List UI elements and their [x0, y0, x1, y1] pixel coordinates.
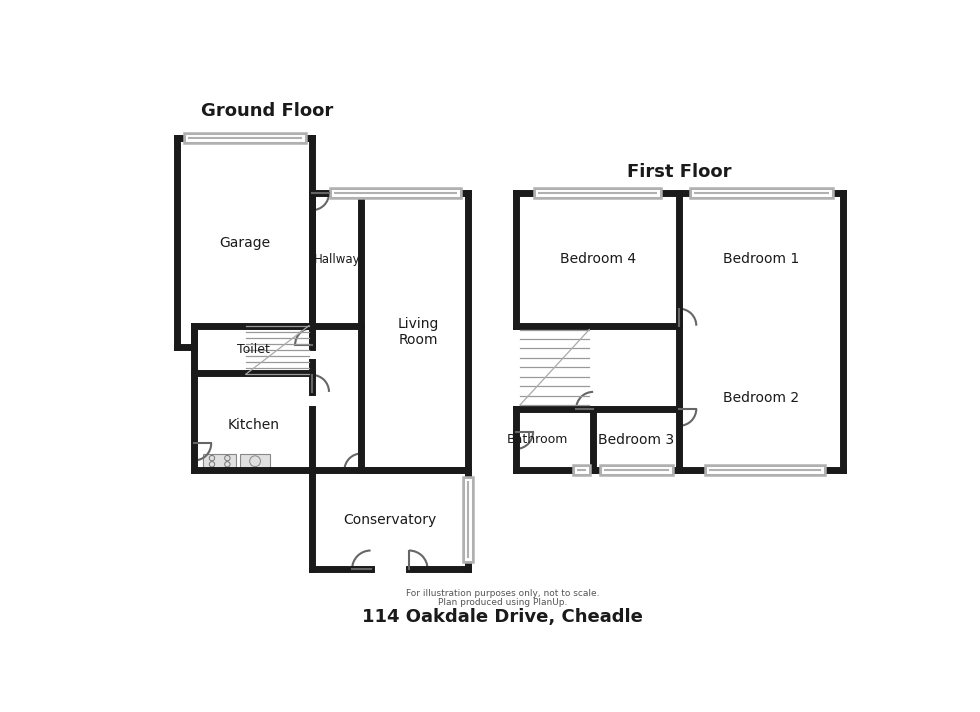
Text: Kitchen: Kitchen: [227, 419, 279, 432]
Bar: [204, 454, 236, 468]
Text: Conservatory: Conservatory: [343, 513, 436, 527]
Text: Bathroom: Bathroom: [507, 433, 568, 446]
Text: Bedroom 4: Bedroom 4: [560, 253, 636, 266]
Text: Living
Room: Living Room: [398, 317, 439, 347]
Text: Bedroom 3: Bedroom 3: [598, 433, 674, 446]
Text: 114 Oakdale Drive, Cheadle: 114 Oakdale Drive, Cheadle: [362, 608, 643, 626]
Text: Ground Floor: Ground Floor: [201, 102, 333, 120]
Text: Garage: Garage: [220, 236, 270, 249]
Text: Bedroom 2: Bedroom 2: [723, 391, 800, 405]
Bar: [240, 454, 270, 468]
Text: Toilet: Toilet: [237, 342, 270, 356]
Text: First Floor: First Floor: [627, 162, 732, 181]
Text: Hallway: Hallway: [314, 253, 360, 266]
Text: Plan produced using PlanUp.: Plan produced using PlanUp.: [437, 598, 567, 607]
Text: Bedroom 1: Bedroom 1: [723, 253, 800, 266]
Text: For illustration purposes only, not to scale.: For illustration purposes only, not to s…: [406, 589, 599, 598]
